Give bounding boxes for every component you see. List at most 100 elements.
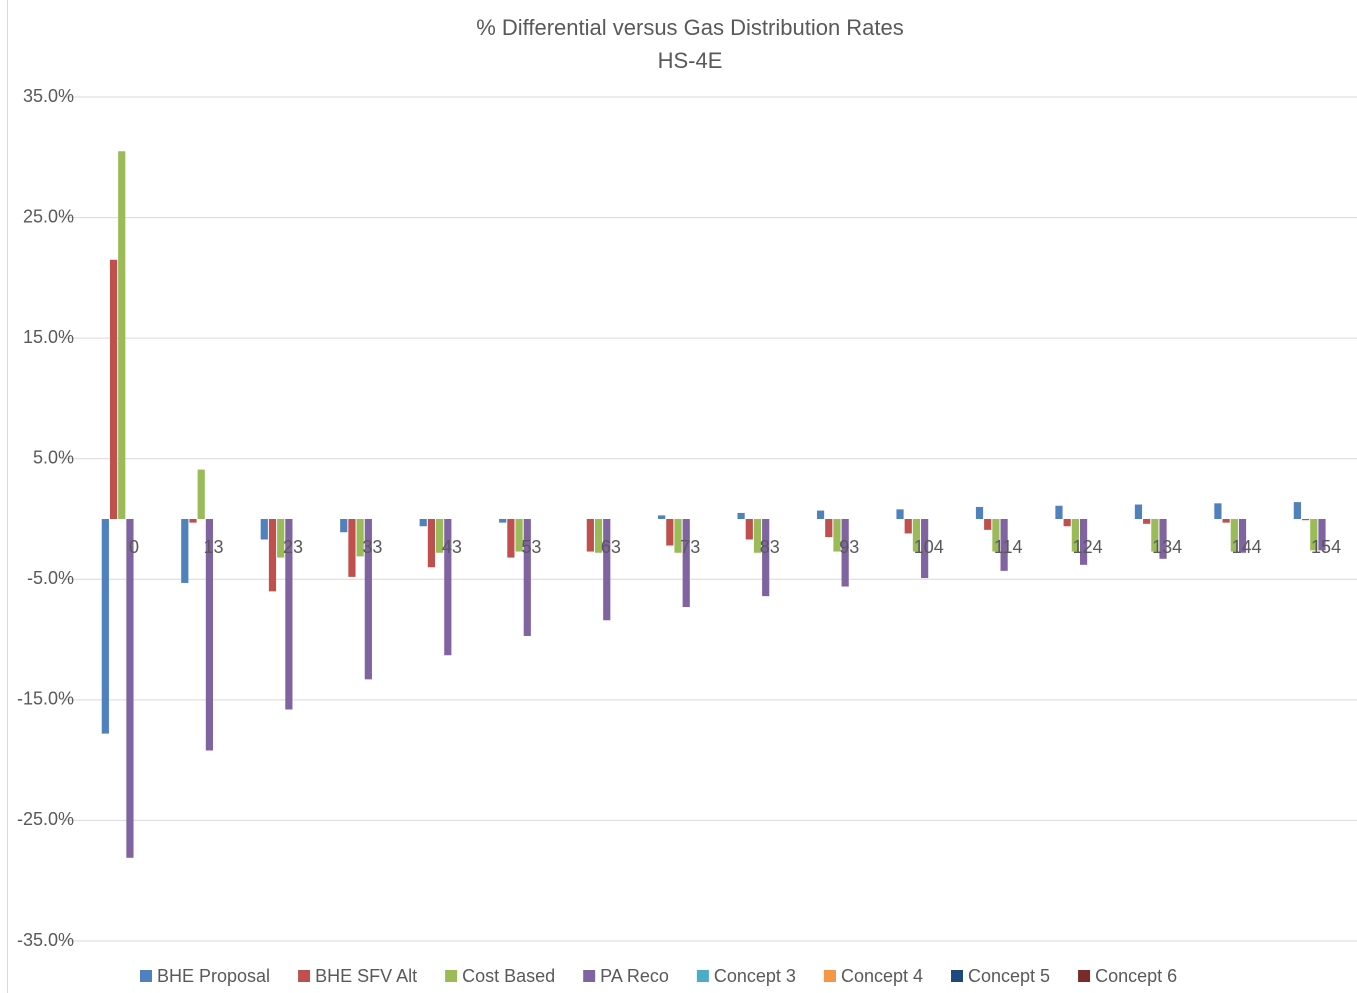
x-tick-label: 83 — [760, 537, 780, 557]
bar — [737, 512, 745, 519]
y-tick-label: 15.0% — [23, 327, 74, 347]
bar — [197, 469, 205, 519]
legend-swatch — [298, 970, 311, 982]
bar — [753, 519, 762, 553]
legend-label: BHE SFV Alt — [315, 966, 417, 986]
legend-swatch — [583, 970, 596, 982]
bar — [1214, 503, 1222, 519]
bar — [348, 519, 356, 577]
x-tick-label: 0 — [129, 537, 139, 557]
bar — [181, 519, 189, 583]
bar — [499, 519, 507, 523]
bar — [189, 519, 197, 523]
bar — [364, 519, 372, 680]
bar — [260, 519, 268, 540]
chart-subtitle: HS-4E — [658, 48, 723, 73]
legend-label: PA Reco — [600, 966, 669, 986]
bar — [427, 519, 436, 568]
legend-label: Concept 4 — [841, 966, 923, 986]
y-tick-label: -25.0% — [17, 809, 74, 829]
x-tick-label: 33 — [362, 537, 382, 557]
legend-swatch — [140, 970, 152, 982]
bar — [515, 519, 523, 552]
chart-frame — [7, 0, 8, 993]
bar — [674, 519, 682, 553]
legend-label: Concept 6 — [1095, 966, 1177, 986]
bar — [762, 519, 770, 597]
x-tick-label: 104 — [914, 537, 944, 557]
bar — [1143, 519, 1151, 524]
bar — [841, 519, 849, 587]
bar — [666, 519, 674, 546]
bar — [1071, 519, 1079, 552]
x-tick-label: 144 — [1232, 537, 1262, 557]
y-tick-label: 35.0% — [23, 86, 74, 106]
legend-swatch — [951, 970, 964, 982]
bar — [285, 519, 293, 710]
bar — [921, 519, 929, 579]
x-tick-label: 43 — [442, 537, 462, 557]
bar — [984, 519, 992, 530]
bar — [118, 151, 126, 519]
bar — [1310, 519, 1318, 551]
bar — [975, 506, 984, 519]
bar — [1293, 502, 1301, 519]
bar — [101, 519, 109, 734]
y-tick-label: 25.0% — [23, 206, 74, 226]
legend-swatch — [445, 970, 458, 982]
x-tick-label: 124 — [1073, 537, 1103, 557]
x-tick-label: 73 — [680, 537, 700, 557]
bar — [1159, 519, 1167, 559]
bar — [1230, 519, 1238, 552]
x-tick-label: 23 — [283, 537, 303, 557]
y-tick-label: -15.0% — [17, 689, 74, 709]
bar — [1238, 519, 1247, 553]
bar — [277, 519, 285, 558]
legend-swatch — [696, 970, 709, 982]
x-tick-label: 114 — [994, 537, 1023, 557]
bar — [833, 519, 841, 552]
legend-swatch — [823, 970, 836, 982]
y-tick-label: -35.0% — [17, 930, 74, 950]
bar — [586, 519, 594, 552]
bar — [896, 509, 904, 519]
bar — [1000, 519, 1008, 571]
bar — [1222, 519, 1230, 523]
bar — [658, 515, 666, 519]
bar — [268, 519, 277, 592]
bar — [507, 519, 515, 558]
bar — [444, 519, 452, 656]
bar — [912, 519, 921, 552]
bar — [1134, 504, 1143, 519]
x-tick-label: 13 — [203, 537, 223, 557]
bar — [436, 519, 444, 553]
bar — [904, 519, 912, 534]
bar — [1301, 519, 1310, 521]
y-tick-label: 5.0% — [33, 447, 74, 467]
bar — [682, 519, 690, 608]
bar — [603, 519, 611, 621]
bar — [126, 519, 134, 858]
x-tick-label: 134 — [1152, 537, 1182, 557]
bar — [825, 519, 833, 538]
bar — [523, 519, 531, 636]
bar — [1055, 505, 1063, 519]
bar — [1079, 519, 1088, 565]
bar — [992, 519, 1000, 552]
legend-label: BHE Proposal — [157, 966, 270, 986]
bar — [109, 259, 118, 519]
legend-label: Concept 3 — [714, 966, 796, 986]
bar — [816, 510, 825, 519]
bar — [419, 519, 427, 527]
bar — [745, 519, 753, 540]
bar — [340, 519, 348, 533]
x-tick-label: 93 — [839, 537, 859, 557]
x-tick-label: 63 — [601, 537, 621, 557]
bar — [594, 519, 603, 553]
bar — [205, 519, 214, 751]
legend-swatch — [1078, 970, 1091, 982]
legend-label: Concept 5 — [968, 966, 1050, 986]
bar — [1318, 519, 1326, 551]
legend-label: Cost Based — [462, 966, 555, 986]
